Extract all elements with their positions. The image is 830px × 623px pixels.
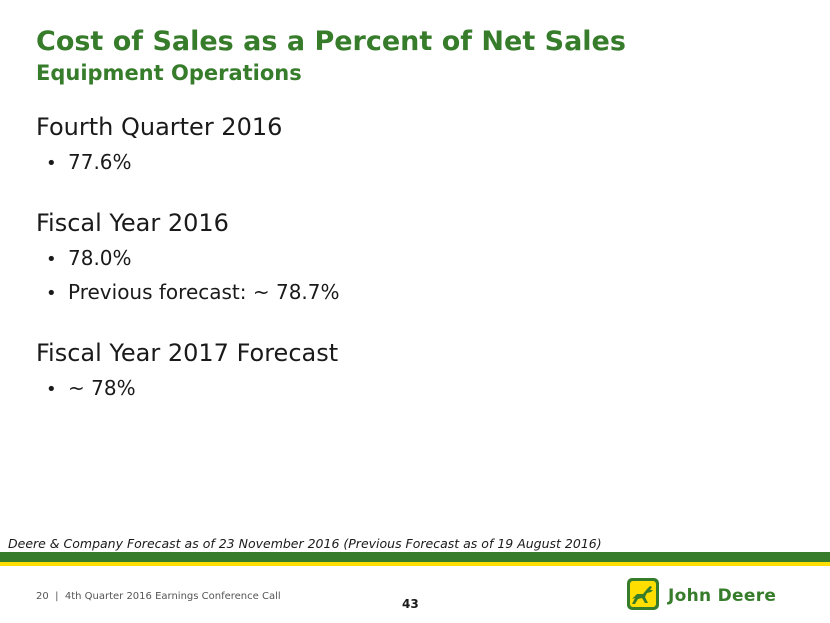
bullet-list: • ~ 78% [36,372,736,406]
bullet-item: • 78.0% [36,242,736,276]
event-name: 4th Quarter 2016 Earnings Conference Cal… [64,591,281,602]
section-fiscal-year-2017: Fiscal Year 2017 Forecast • ~ 78% [36,338,736,406]
bullet-text: 78.0% [68,246,132,270]
footer-caption: 20 | 4th Quarter 2016 Earnings Conferenc… [36,591,281,602]
footer-yellow-stripe [0,562,830,566]
bullet-text: 77.6% [68,150,132,174]
section-heading: Fiscal Year 2016 [36,209,229,237]
section-fiscal-year-2016: Fiscal Year 2016 • 78.0% • Previous foreca… [36,208,736,310]
bullet-dot-icon: • [46,153,57,174]
bullet-item: • ~ 78% [36,372,736,406]
bullet-list: • 78.0% • Previous forecast: ~ 78.7% [36,242,736,310]
slide-number: 20 [36,591,49,602]
slide-content: Fourth Quarter 2016 • 77.6% Fiscal Year 2… [36,112,736,434]
leaping-deer-icon [626,577,660,615]
section-heading: Fourth Quarter 2016 [36,113,283,141]
bullet-dot-icon: • [46,249,57,270]
bullet-dot-icon: • [46,379,57,400]
bullet-list: • 77.6% [36,146,736,180]
footer-separator: | [55,591,59,602]
logo-wordmark: John Deere [668,586,777,606]
slide-title: Cost of Sales as a Percent of Net Sales [36,26,626,57]
page-number: 43 [402,597,419,611]
footer-green-stripe [0,552,830,562]
section-fourth-quarter: Fourth Quarter 2016 • 77.6% [36,112,736,180]
slide-subtitle: Equipment Operations [36,61,302,85]
bullet-dot-icon: • [46,283,57,304]
bullet-item: • Previous forecast: ~ 78.7% [36,276,736,310]
section-heading: Fiscal Year 2017 Forecast [36,339,339,367]
bullet-text: ~ 78% [68,376,136,400]
bullet-item: • 77.6% [36,146,736,180]
bullet-text: Previous forecast: ~ 78.7% [68,280,340,304]
forecast-footnote: Deere & Company Forecast as of 23 Novemb… [8,536,602,551]
john-deere-logo: John Deere [626,577,776,615]
